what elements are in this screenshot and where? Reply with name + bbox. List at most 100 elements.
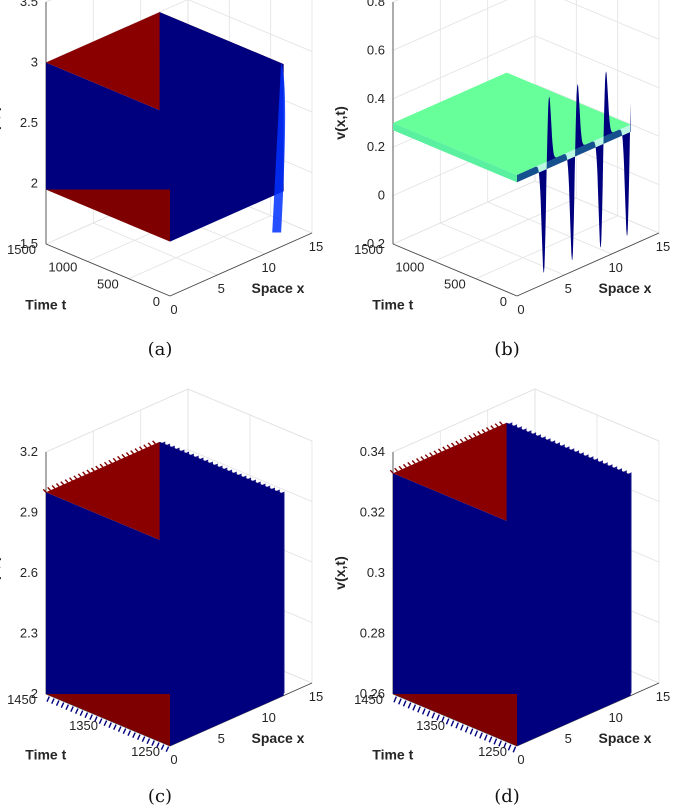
surface-ridge-tick <box>394 467 399 472</box>
surface-ridge-tick <box>79 710 84 716</box>
t-tick-label: 1450 <box>7 692 36 707</box>
surface-ridge <box>190 453 194 657</box>
grid-line <box>188 0 313 52</box>
grid-line <box>534 180 660 234</box>
surface-ridge-tick <box>51 485 56 489</box>
surface-ridge-tick <box>55 483 60 488</box>
surface-ridge-tick <box>103 461 108 466</box>
z-tick-label: 0.8 <box>367 0 385 9</box>
surface-ridge <box>176 447 180 651</box>
surface-ridge <box>523 428 527 651</box>
surface-ridge-tick <box>481 429 486 433</box>
x-axis-label: Space x <box>252 730 305 746</box>
surface-ridge-tick <box>503 742 507 749</box>
surface-ridge-tick <box>46 696 50 702</box>
z-tick-label: 3.2 <box>20 444 38 459</box>
surface-ridge-tick <box>407 461 412 466</box>
surface-ridge-tick <box>412 704 417 711</box>
surface-ridge <box>509 422 513 645</box>
grid-line <box>392 0 399 3</box>
z-tick-label: 2.9 <box>20 505 38 520</box>
surface-ridge-tick <box>125 452 130 457</box>
panel-caption: (a) <box>148 339 173 360</box>
surface-ridge-tick <box>60 481 65 486</box>
z-axis-label: v(x,t) <box>332 106 348 139</box>
x-axis-line <box>169 682 313 747</box>
z-tick-label: 0.26 <box>360 686 385 701</box>
surface-ridge <box>623 470 627 693</box>
t-axis-label: Time t <box>25 746 66 762</box>
surface-ridge-tick <box>442 446 447 451</box>
surface-ridge-tick <box>493 738 498 745</box>
surface-ridge-tick <box>47 486 52 491</box>
z-tick-label: 2.5 <box>20 115 38 130</box>
grid-line <box>534 83 660 137</box>
x-tick-label: 5 <box>218 731 225 746</box>
surface-ridge-tick <box>156 742 160 748</box>
surface-ridge <box>518 426 522 649</box>
surface-ridge-tick <box>464 726 469 733</box>
surface-ridge <box>532 432 537 655</box>
surface-ridge-tick <box>402 700 407 707</box>
z-tick-label: 0 <box>378 188 385 203</box>
surface-ridge-tick <box>431 712 436 719</box>
t-tick-label: 1350 <box>416 718 445 733</box>
surface-ridge-tick <box>94 716 98 722</box>
grid-line <box>475 215 618 280</box>
grid-line <box>392 0 508 51</box>
x-axis-line <box>516 232 660 297</box>
surface-ridge <box>166 443 171 647</box>
surface-block <box>389 421 632 753</box>
surface-ridge-tick <box>112 457 117 462</box>
surface-ridge-tick <box>86 469 91 474</box>
surface-ridge-tick <box>485 427 490 432</box>
surface-ridge-tick <box>421 708 426 715</box>
z-tick-label: 0.28 <box>360 626 385 641</box>
surface-ridge-tick <box>420 456 425 461</box>
z-tick-label: 0.32 <box>360 505 385 520</box>
surface-ridge <box>571 448 575 671</box>
surface-ridge-tick <box>152 440 156 445</box>
surface-ridge-tick <box>477 430 482 435</box>
surface-ridge-tick <box>127 730 132 736</box>
surface-ridge-tick <box>433 450 438 455</box>
surface-block <box>42 440 285 752</box>
surface-ridge <box>233 471 237 675</box>
z-tick-label: 0.6 <box>367 42 385 57</box>
t-axis-label: Time t <box>372 296 413 312</box>
surface-ridge <box>266 485 271 689</box>
grid-line <box>128 215 271 280</box>
surface-ridge-tick <box>490 425 495 430</box>
surface-ridge-tick <box>446 444 451 449</box>
surface-ridge-tick <box>455 440 460 445</box>
t-tick-label: 1350 <box>69 718 98 733</box>
x-tick-label: 15 <box>309 689 323 704</box>
surface-ridge-tick <box>51 698 55 704</box>
z-tick-label: 0.4 <box>367 91 385 106</box>
x-tick-label: 0 <box>517 752 524 767</box>
grid-line <box>392 0 399 3</box>
surface-ridge-tick <box>389 469 394 474</box>
surface-ridge-tick <box>416 458 420 463</box>
surface-ridge <box>594 458 599 681</box>
surface-ridge-tick <box>468 434 473 439</box>
surface-ridge <box>209 461 213 665</box>
surface-ridge-tick <box>393 696 397 703</box>
t-tick-label: 500 <box>444 277 466 292</box>
surface-ridge-tick <box>483 734 488 741</box>
surface-ridge <box>551 440 556 663</box>
t-tick-label: 1000 <box>395 259 424 274</box>
surface-ridge-tick <box>74 708 79 714</box>
surface-ridge <box>224 467 228 671</box>
surface-ridge-tick <box>146 738 151 744</box>
surface-ridge-tick <box>69 477 73 482</box>
t-axis-label: Time t <box>25 296 66 312</box>
surface-ridge <box>162 441 166 645</box>
surface-front-edge <box>517 124 631 183</box>
surface-ridge <box>580 452 584 675</box>
surface-ridge-tick <box>136 734 141 740</box>
x-tick-label: 15 <box>309 239 323 254</box>
surface-ridge-tick <box>402 463 407 468</box>
